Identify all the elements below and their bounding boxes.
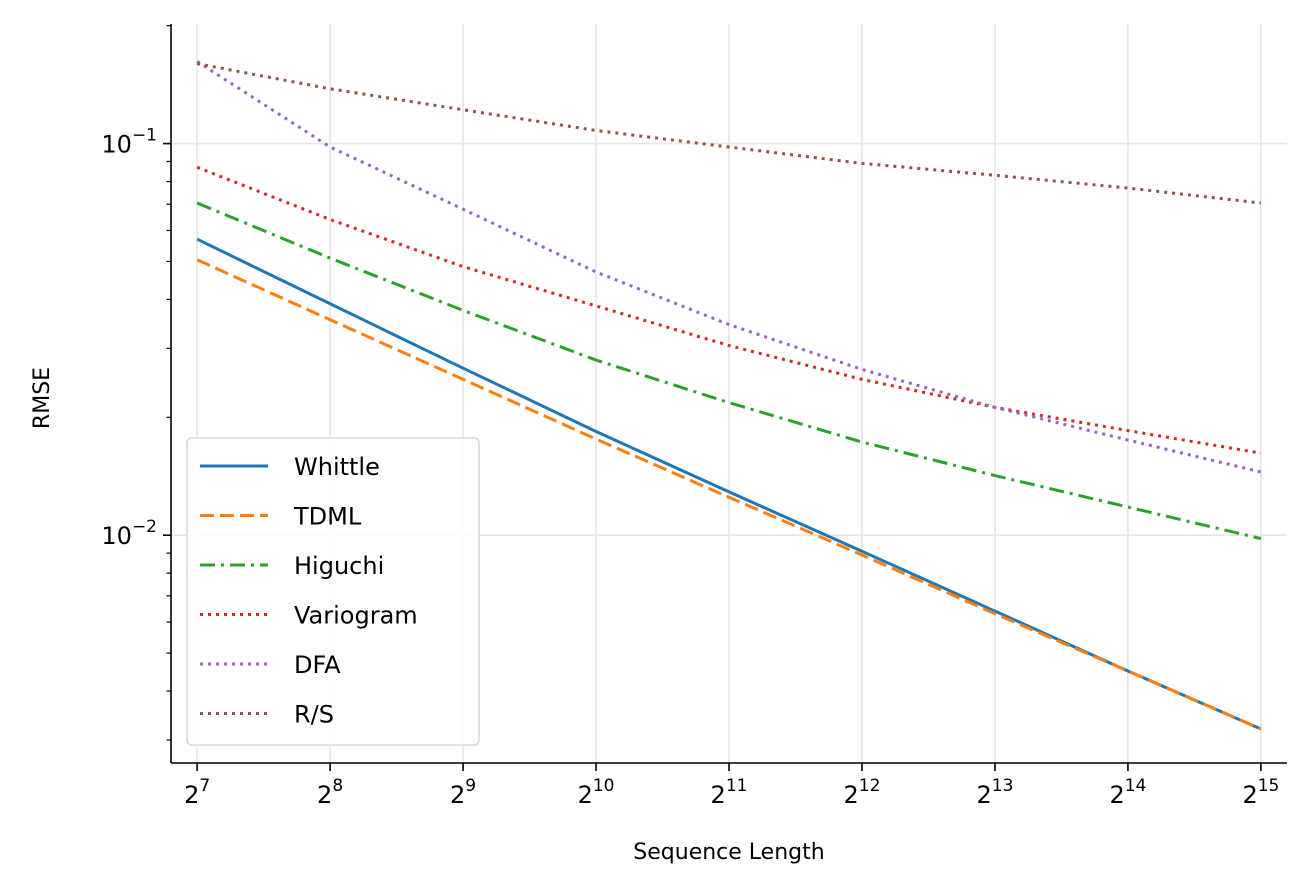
series-line-tdml (196, 258, 1262, 731)
x-tick-label: 211 (711, 776, 748, 809)
legend-label-r-s: R/S (294, 701, 334, 729)
legend: Whittle TDML Higuchi Variogram DFA R/S (186, 437, 480, 746)
legend-label-variogram: Variogram (294, 602, 418, 630)
x-axis-label: Sequence Length (633, 840, 824, 865)
legend-label-tdml: TDML (293, 503, 362, 531)
x-tick-label: 213 (976, 776, 1013, 809)
y-tick-label: 10−2 (101, 517, 157, 550)
grid (171, 24, 1287, 763)
series-line-dfa (196, 60, 1262, 474)
y-tick-label: 10−1 (101, 126, 157, 159)
x-tick-label: 28 (317, 776, 343, 809)
legend-label-higuchi: Higuchi (294, 552, 384, 580)
legend-box (186, 437, 480, 746)
x-tick-label: 210 (578, 776, 615, 809)
x-tick-label: 212 (844, 776, 881, 809)
legend-label-dfa: DFA (294, 651, 341, 679)
x-tick-label: 29 (450, 776, 476, 809)
legend-label-whittle: Whittle (294, 453, 380, 481)
series-group (196, 60, 1262, 731)
x-tick-label: 27 (184, 776, 210, 809)
ticks: 27 28 29 210 211 212 213 214 215 10−1 10−2 (101, 25, 1279, 809)
x-tick-label: 214 (1109, 776, 1146, 809)
x-tick-label: 215 (1242, 776, 1279, 809)
series-line-r-s (196, 62, 1262, 205)
series-line-variogram (196, 165, 1262, 455)
y-axis-label: RMSE (30, 367, 55, 429)
series-line-higuchi (196, 201, 1262, 541)
